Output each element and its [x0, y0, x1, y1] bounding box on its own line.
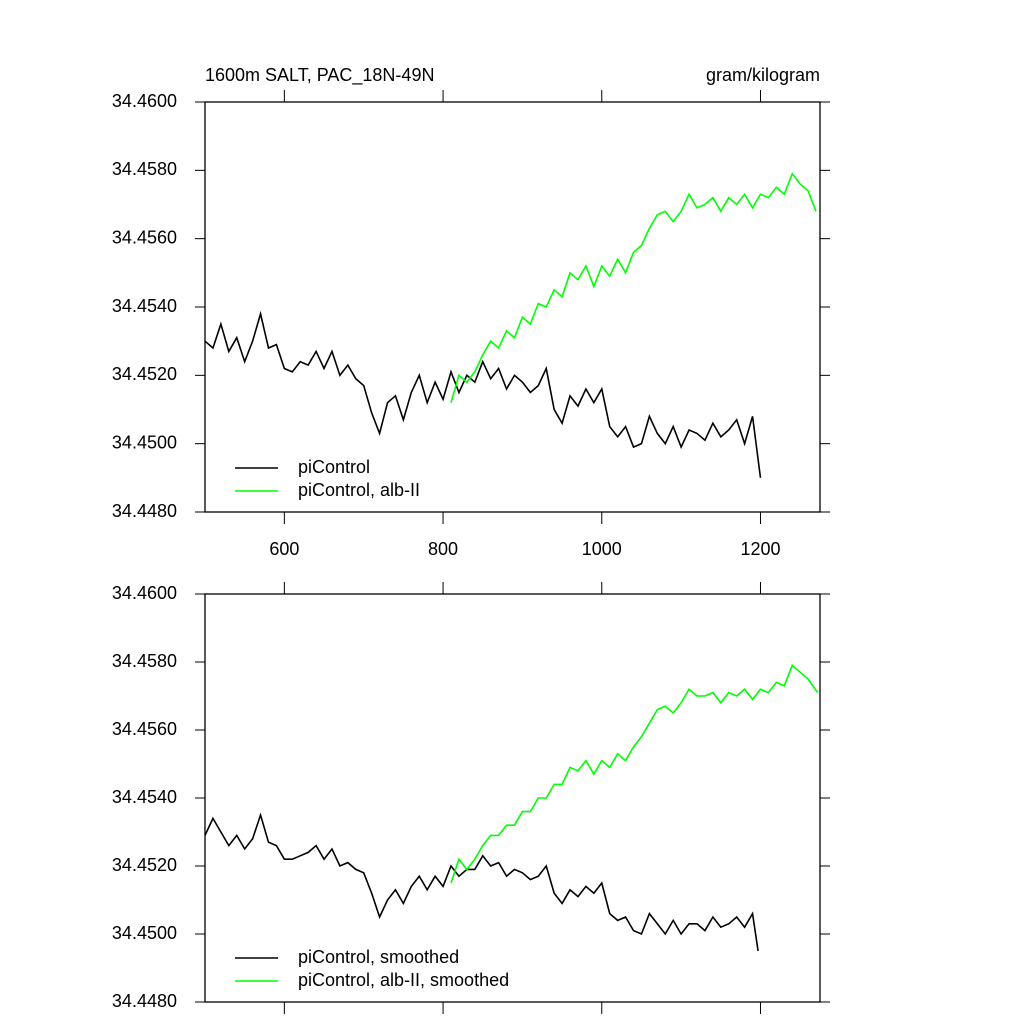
series-line — [450, 664, 819, 884]
y-tick-label: 34.4600 — [112, 91, 177, 111]
x-tick-label: 1200 — [740, 539, 780, 559]
y-tick-label: 34.4560 — [112, 719, 177, 739]
series-line — [204, 812, 759, 952]
x-tick-label: 800 — [428, 539, 458, 559]
y-tick-label: 34.4520 — [112, 855, 177, 875]
y-tick-label: 34.4540 — [112, 787, 177, 807]
plot-frame — [204, 593, 821, 1003]
x-tick-label: 1000 — [582, 539, 622, 559]
series-line — [450, 172, 817, 403]
y-tick-label: 34.4600 — [112, 583, 177, 603]
units-label: gram/kilogram — [706, 65, 820, 85]
legend-label: piControl — [298, 457, 370, 477]
series-line — [204, 310, 762, 478]
plot-frame — [204, 101, 821, 513]
y-tick-label: 34.4560 — [112, 227, 177, 247]
y-tick-label: 34.4480 — [112, 991, 177, 1011]
y-tick-label: 34.4580 — [112, 651, 177, 671]
chart-title: 1600m SALT, PAC_18N-49N — [205, 65, 434, 86]
legend-label: piControl, alb-II, smoothed — [298, 970, 509, 990]
y-tick-label: 34.4500 — [112, 432, 177, 452]
x-tick-label: 600 — [269, 539, 299, 559]
legend-label: piControl, smoothed — [298, 947, 459, 967]
y-tick-label: 34.4520 — [112, 364, 177, 384]
y-tick-label: 34.4580 — [112, 159, 177, 179]
legend-label: piControl, alb-II — [298, 480, 420, 500]
y-tick-label: 34.4480 — [112, 501, 177, 521]
y-tick-label: 34.4540 — [112, 296, 177, 316]
y-tick-label: 34.4500 — [112, 923, 177, 943]
